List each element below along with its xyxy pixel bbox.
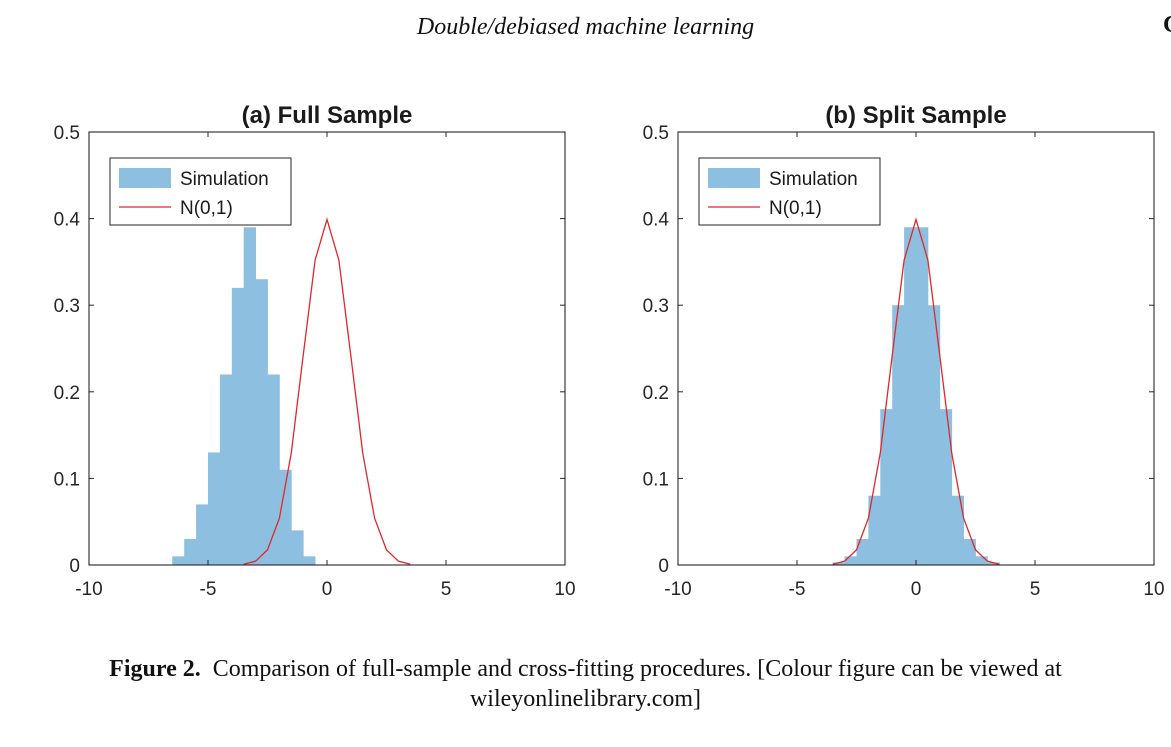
histogram-bar — [892, 305, 905, 565]
y-tick-label: 0.2 — [54, 383, 80, 404]
panel-title: (a) Full Sample — [242, 102, 413, 129]
y-tick-label: 0.5 — [54, 123, 80, 144]
y-tick-label: 0.3 — [54, 296, 80, 317]
running-head: Double/debiased machine learning — [416, 14, 755, 40]
legend-swatch-simulation — [119, 168, 171, 188]
histogram-bar — [303, 556, 316, 565]
legend: Simulation N(0,1) — [698, 157, 881, 226]
y-tick-label: 0.4 — [54, 210, 81, 231]
normal-curve-line — [832, 217, 1000, 565]
y-tick-label: 0 — [658, 556, 669, 577]
histogram-bar — [904, 227, 917, 565]
legend-label-simulation: Simulation — [180, 169, 269, 190]
y-tick-label: 0.3 — [643, 296, 669, 317]
x-tick-label: 10 — [1143, 579, 1164, 600]
histogram-bar — [880, 409, 893, 565]
histogram-bar — [963, 539, 976, 565]
histogram-bar — [243, 227, 256, 565]
histogram-bar — [267, 374, 280, 565]
y-tick-label: 0.4 — [643, 210, 670, 231]
panel-full-sample: -10 -5 0 5 10 0 0.1 0.2 0.3 0.4 0.5 (a) Full Sample… — [54, 102, 576, 600]
legend-label-simulation: Simulation — [769, 169, 858, 190]
x-tick-label: 10 — [554, 579, 575, 600]
legend-swatch-simulation — [708, 168, 760, 188]
x-tick-label: 0 — [322, 579, 333, 600]
x-tick-label: 0 — [911, 579, 922, 600]
page-edge-letter: C — [1163, 12, 1171, 39]
x-tick-label: 5 — [1030, 579, 1041, 600]
x-tick-label: -10 — [75, 579, 102, 600]
normal-curve-line — [243, 217, 411, 565]
histogram-bar — [196, 504, 209, 565]
y-tick-label: 0.1 — [54, 469, 80, 490]
histogram-bar — [927, 305, 941, 565]
y-tick-label: 0.2 — [643, 383, 669, 404]
caption-text: Comparison of full-sample and cross-fitt… — [212, 656, 1062, 712]
histogram-bar — [291, 530, 304, 565]
histogram-bar — [844, 556, 857, 565]
x-tick-label: -5 — [200, 579, 217, 600]
histogram-bar — [279, 469, 292, 565]
histogram-bar — [172, 556, 185, 565]
x-tick-label: -5 — [789, 579, 806, 600]
histogram-simulation — [832, 227, 1000, 565]
figure-2: -10 -5 0 5 10 0 0.1 0.2 0.3 0.4 0.5 (a) Full Sample… — [54, 102, 1165, 600]
legend-label-normal: N(0,1) — [769, 198, 822, 219]
panel-split-sample: -10 -5 0 5 10 0 0.1 0.2 0.3 0.4 0.5 (b) Split Sampl… — [643, 102, 1165, 600]
histogram-bar — [987, 562, 1000, 565]
y-tick-label: 0.1 — [643, 469, 669, 490]
panel-title: (b) Split Sample — [825, 102, 1006, 129]
histogram-bar — [208, 452, 221, 565]
histogram-bar — [255, 279, 268, 565]
histogram-bar — [951, 495, 964, 565]
histogram-bar — [868, 495, 881, 565]
caption-label: Figure 2. — [109, 656, 201, 682]
y-tick-label: 0 — [69, 556, 80, 577]
histogram-bar — [975, 556, 988, 565]
histogram-bar — [184, 539, 197, 565]
histogram-bar — [231, 287, 245, 565]
legend: Simulation N(0,1) — [109, 157, 292, 226]
x-tick-label: 5 — [441, 579, 452, 600]
x-tick-label: -10 — [664, 579, 691, 600]
figure-caption: Figure 2. Comparison of full-sample and … — [0, 654, 1171, 714]
histogram-bar — [856, 539, 869, 565]
histogram-bar — [219, 374, 233, 565]
histogram-bar — [832, 562, 845, 565]
y-tick-label: 0.5 — [643, 123, 669, 144]
histogram-bar — [916, 227, 929, 565]
histogram-bar — [939, 409, 953, 565]
histogram-simulation — [172, 227, 316, 565]
legend-label-normal: N(0,1) — [180, 198, 233, 219]
